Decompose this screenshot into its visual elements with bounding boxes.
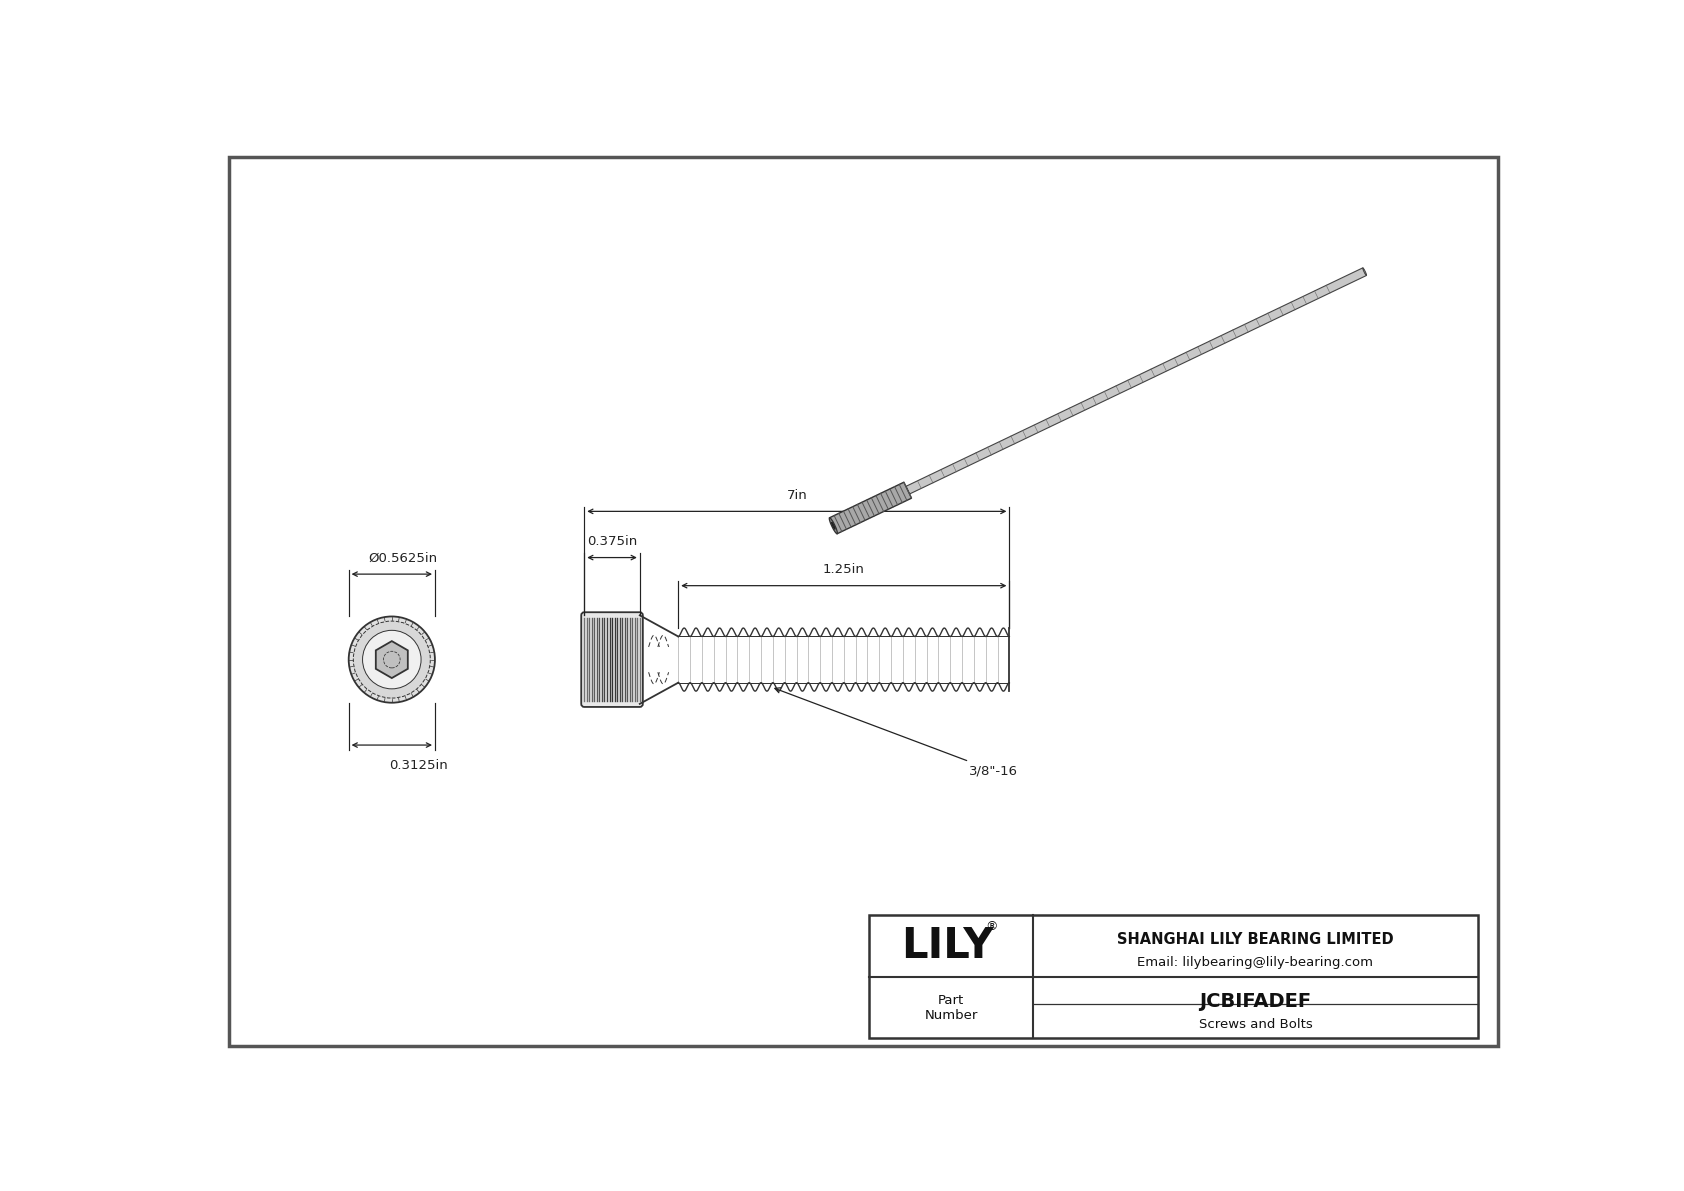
Bar — [869, 915, 1477, 1039]
Polygon shape — [376, 641, 408, 678]
Polygon shape — [906, 268, 1366, 494]
Polygon shape — [830, 482, 911, 534]
Text: Screws and Bolts: Screws and Bolts — [1199, 1018, 1312, 1031]
Ellipse shape — [832, 523, 835, 529]
Text: LILY: LILY — [901, 925, 994, 967]
Text: 3/8"-16: 3/8"-16 — [775, 687, 1019, 778]
Text: 1.25in: 1.25in — [823, 563, 866, 576]
Circle shape — [349, 617, 434, 703]
FancyBboxPatch shape — [581, 612, 643, 707]
Text: 0.3125in: 0.3125in — [389, 759, 448, 772]
Circle shape — [362, 630, 421, 688]
Circle shape — [354, 621, 431, 698]
Text: Part
Number: Part Number — [925, 993, 978, 1022]
Text: JCBIFADEF: JCBIFADEF — [1199, 992, 1312, 1011]
Text: Email: lilybearing@lily-bearing.com: Email: lilybearing@lily-bearing.com — [1137, 955, 1374, 968]
Text: 7in: 7in — [786, 490, 807, 503]
Text: 0.375in: 0.375in — [588, 535, 637, 548]
Ellipse shape — [1362, 268, 1366, 275]
Text: SHANGHAI LILY BEARING LIMITED: SHANGHAI LILY BEARING LIMITED — [1116, 933, 1394, 947]
Text: Ø0.5625in: Ø0.5625in — [369, 551, 438, 565]
Text: ®: ® — [985, 921, 997, 934]
Ellipse shape — [829, 518, 837, 534]
